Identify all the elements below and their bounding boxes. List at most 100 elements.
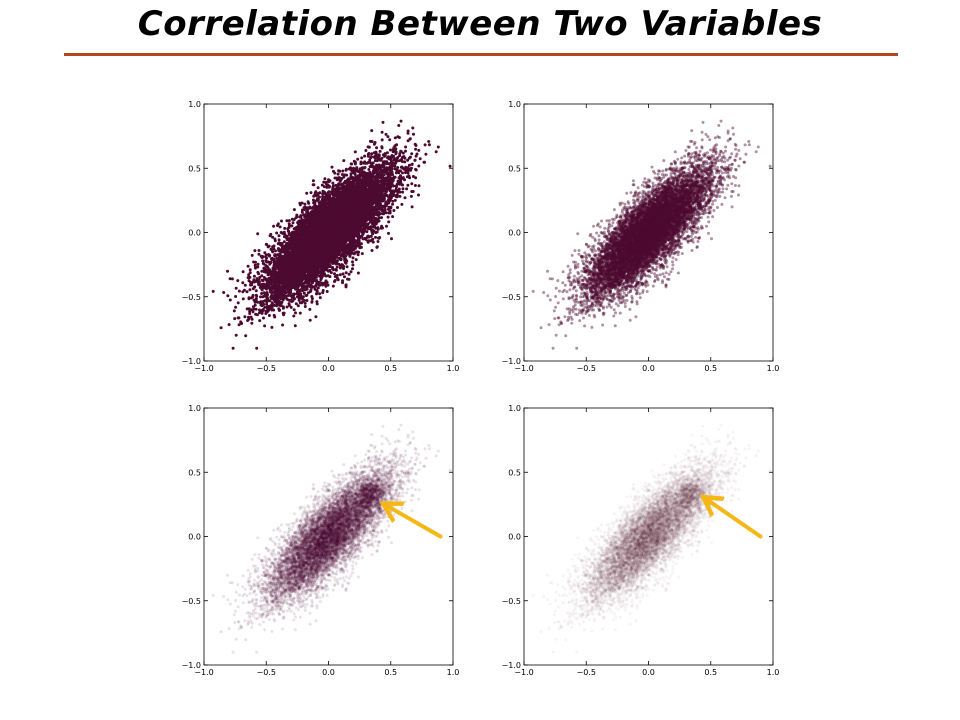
scatter-point [373,159,377,163]
scatter-point [341,272,345,276]
scatter-point [339,257,343,261]
scatter-point [398,190,402,194]
scatter-point [349,270,353,274]
scatter-point [333,272,336,276]
scatter-point [266,297,270,301]
scatter-point [328,275,332,279]
scatter-point [436,145,440,149]
scatter-point [351,263,355,267]
scatter-point [371,240,375,244]
scatter-point [410,182,414,186]
scatter-point [247,273,251,277]
scatter-point [345,173,349,177]
scatter-point [328,185,331,188]
scatter-point [396,179,400,183]
scatter-point [365,230,369,234]
scatter-point [296,304,300,308]
scatter-point [248,268,252,272]
scatter-point [285,219,289,223]
scatter-point [296,288,300,292]
scatter-point [267,280,271,284]
scatter-point [403,160,407,164]
scatter-point [409,194,413,198]
scatter-point [406,131,410,135]
scatter-point [309,191,313,195]
scatter-point [237,289,241,293]
scatter-point [351,260,354,264]
scatter-point [412,132,415,136]
scatter-point [434,150,438,154]
scatter-point [222,291,226,294]
slide-title: Correlation Between Two Variables [0,4,960,44]
scatter-point [342,159,346,163]
title-rule [64,53,898,56]
scatter-point [303,305,307,308]
scatter-point [247,296,251,300]
scatter-point [380,216,383,220]
scatter-point [386,215,390,219]
scatter-point [406,158,410,162]
scatter-point [380,194,384,198]
scatter-point [367,168,371,171]
scatter-point [256,262,260,266]
scatter-point [375,245,379,249]
scatter-point [253,249,257,253]
scatter-point [372,151,376,155]
scatter-point [318,195,321,199]
scatter-point [398,194,402,198]
scatter-point [369,234,373,238]
scatter-point [311,183,315,187]
scatter-point [335,265,339,269]
scatter-point [391,202,395,206]
scatter-point [413,158,417,162]
scatter-point [265,302,269,306]
scatter-point [391,215,395,219]
scatter-point [414,154,418,158]
scatter-point [248,309,252,313]
scatter-point [270,325,274,329]
scatter-point [356,157,360,161]
scatter-point [320,183,324,187]
scatter-point [322,185,326,189]
scatter-point [332,268,335,272]
scatter-point [370,140,374,143]
scatter-point [400,160,404,163]
scatter-point [283,226,287,230]
scatter-point [254,307,258,311]
scatter-point [323,177,327,181]
scatter-point [300,301,304,305]
scatter-point [252,274,256,278]
scatter-point [381,212,385,216]
scatter-point [405,175,409,179]
scatter-point [385,224,388,228]
scatter-point [260,269,264,273]
scatter-point [423,143,427,147]
scatter-point [347,277,351,281]
scatter-point [417,184,421,188]
scatter-point [395,143,399,147]
scatter-point [236,279,240,283]
scatter-point [344,271,348,275]
scatter-point [331,284,335,288]
scatter-point [300,208,304,212]
scatter-point [227,323,231,327]
scatter-point [303,301,307,305]
scatter-point [414,147,418,151]
scatter-points [211,119,452,350]
scatter-point [281,306,285,310]
scatter-point [226,294,230,298]
scatter-point [401,171,404,175]
scatter-point [353,150,357,154]
scatter-point [259,295,263,299]
scatter-point [400,202,404,206]
scatter-point [397,187,401,191]
scatter-point [374,235,377,239]
scatter-point [404,145,408,149]
scatter-point [254,312,258,316]
scatter-point [338,273,342,277]
scatter-point [293,324,297,328]
scatter-point [234,305,238,309]
scatter-point [298,311,302,315]
scatter-point [347,272,351,276]
